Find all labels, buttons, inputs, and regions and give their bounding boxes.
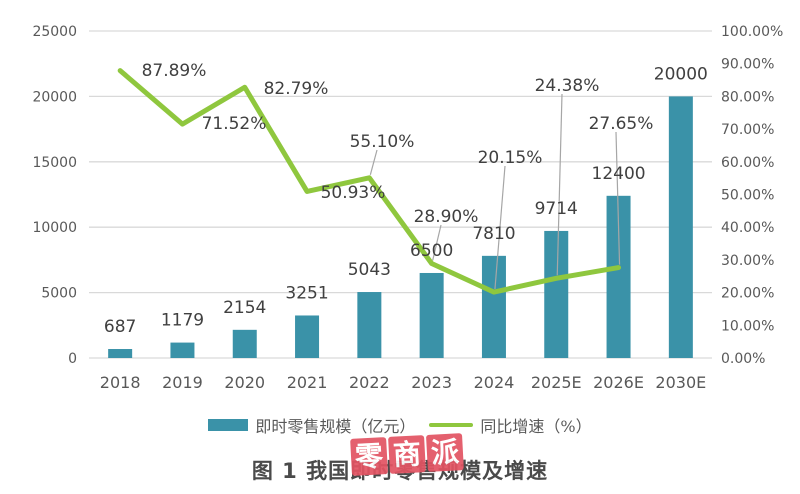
bar xyxy=(668,96,693,359)
watermark-char-block: 派 xyxy=(426,433,464,472)
watermark-char-block: 商 xyxy=(388,435,426,474)
legend-line-swatch-icon xyxy=(429,423,474,427)
bar-value-label: 7810 xyxy=(472,224,515,244)
bar xyxy=(419,272,444,358)
bar-value-label: 1179 xyxy=(161,311,204,331)
y-axis-left-tick-label: 5000 xyxy=(41,286,77,302)
line-value-label: 87.89% xyxy=(142,61,207,81)
line-value-label: 27.65% xyxy=(589,114,654,134)
x-axis-tick-label: 2025E xyxy=(531,373,582,392)
line-value-label: 20.15% xyxy=(478,148,543,168)
legend-item-retail-scale: 即时零售规模（亿元） xyxy=(208,413,415,437)
line-value-label: 28.90% xyxy=(414,207,479,227)
x-axis-tick-label: 2023 xyxy=(411,373,452,392)
x-axis-tick-label: 2020 xyxy=(224,373,265,392)
legend-item-growth-rate: 同比增速（%） xyxy=(429,413,592,437)
label-leader-line xyxy=(369,149,378,175)
label-leader-line xyxy=(432,224,442,261)
label-leader-line xyxy=(615,131,621,265)
y-axis-left-tick-label: 15000 xyxy=(32,155,77,171)
y-axis-right-tick-label: 90.00% xyxy=(721,57,774,73)
bar-value-label: 3251 xyxy=(285,283,328,303)
line-value-label: 82.79% xyxy=(264,79,329,99)
bar-value-label: 12400 xyxy=(592,164,646,184)
x-axis-tick-label: 2026E xyxy=(593,373,644,392)
watermark: 零 商 派 xyxy=(350,433,464,476)
x-axis-tick-label: 2019 xyxy=(162,373,203,392)
watermark-char-block: 零 xyxy=(350,437,388,476)
y-axis-left-tick-label: 25000 xyxy=(32,24,77,40)
bar-value-label: 5043 xyxy=(348,260,391,280)
bar-value-label: 687 xyxy=(104,317,136,337)
y-axis-right-tick-label: 10.00% xyxy=(721,318,774,334)
line-value-label: 24.38% xyxy=(535,76,600,96)
y-axis-left-tick-label: 10000 xyxy=(32,220,77,236)
growth-rate-line xyxy=(117,68,622,295)
legend-label-retail-scale: 即时零售规模（亿元） xyxy=(255,417,416,436)
bar-value-label: 6500 xyxy=(410,241,453,261)
bar xyxy=(295,315,320,358)
label-leader-line xyxy=(494,165,506,290)
label-leader-line xyxy=(556,93,563,276)
legend-label-growth-rate: 同比增速（%） xyxy=(480,417,592,436)
x-axis-tick-label: 2021 xyxy=(287,373,328,392)
chart-canvas: 0 5000 10000 15000 20000 25000 0.00% 10.00% 20.0… xyxy=(32,24,783,392)
y-axis-right-tick-label: 30.00% xyxy=(721,253,774,269)
bar xyxy=(170,342,195,358)
y-axis-right-tick-label: 80.00% xyxy=(721,89,774,105)
y-axis-right-tick-label: 70.00% xyxy=(721,122,774,138)
y-axis-right-tick-label: 20.00% xyxy=(721,286,774,302)
y-axis-right-tick-label: 50.00% xyxy=(721,188,774,204)
chart-legend: 即时零售规模（亿元） 同比增速（%） xyxy=(0,413,800,437)
line-value-label: 55.10% xyxy=(350,132,415,152)
x-axis-tick-label: 2030E xyxy=(655,373,706,392)
legend-bar-swatch-icon xyxy=(208,419,249,431)
y-axis-left-tick-label: 0 xyxy=(68,351,77,367)
bar-value-label: 20000 xyxy=(654,64,708,84)
bar-value-label: 9714 xyxy=(535,199,578,219)
y-axis-left-tick-label: 20000 xyxy=(32,89,77,105)
y-axis-right-tick-label: 60.00% xyxy=(721,155,774,171)
bar xyxy=(481,255,506,358)
bar xyxy=(357,292,382,358)
bar xyxy=(108,349,133,358)
bar xyxy=(232,329,257,358)
y-axis-right-tick-label: 0.00% xyxy=(721,351,765,367)
bar-value-label: 2154 xyxy=(223,298,266,318)
bar xyxy=(544,230,569,358)
line-value-label: 50.93% xyxy=(321,183,386,203)
line-value-label: 71.52% xyxy=(202,114,267,134)
y-axis-right-tick-label: 100.00% xyxy=(721,24,783,40)
x-axis-tick-label: 2024 xyxy=(474,373,515,392)
x-axis-tick-label: 2022 xyxy=(349,373,390,392)
y-axis-right-tick-label: 40.00% xyxy=(721,220,774,236)
x-axis-tick-label: 2018 xyxy=(100,373,141,392)
